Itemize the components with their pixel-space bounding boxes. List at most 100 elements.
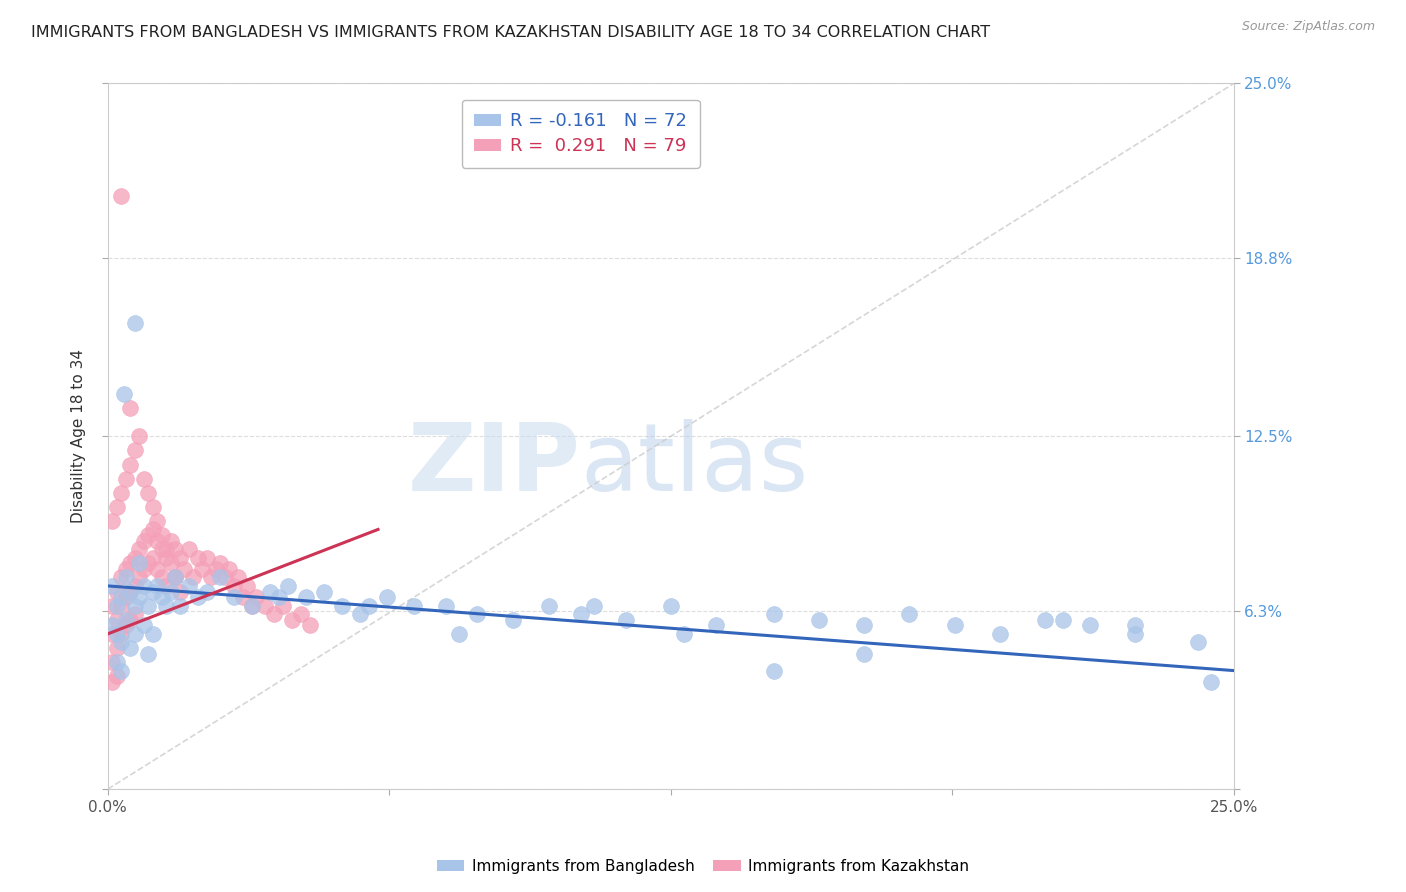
Point — [120, 401, 142, 415]
Point — [165, 542, 187, 557]
Point — [312, 584, 335, 599]
Point — [120, 458, 142, 472]
Point — [277, 579, 299, 593]
Point — [124, 599, 146, 613]
Point — [142, 627, 165, 641]
Point — [1199, 674, 1222, 689]
Point — [101, 674, 124, 689]
Point — [177, 579, 200, 593]
Point — [1033, 613, 1056, 627]
Point — [205, 562, 228, 576]
Point — [169, 599, 191, 613]
Point — [146, 562, 169, 576]
Point — [245, 590, 267, 604]
Point — [583, 599, 606, 613]
Point — [165, 570, 187, 584]
Point — [538, 599, 561, 613]
Point — [236, 579, 259, 593]
Point — [124, 443, 146, 458]
Point — [195, 550, 218, 565]
Point — [110, 485, 132, 500]
Point — [110, 189, 132, 203]
Point — [943, 618, 966, 632]
Point — [105, 599, 128, 613]
Point — [165, 570, 187, 584]
Point — [209, 570, 232, 584]
Point — [150, 590, 173, 604]
Point — [898, 607, 921, 621]
Point — [124, 579, 146, 593]
Point — [105, 584, 128, 599]
Point — [614, 613, 637, 627]
Point — [105, 669, 128, 683]
Point — [281, 613, 304, 627]
Point — [183, 570, 205, 584]
Point — [1123, 618, 1146, 632]
Point — [124, 317, 146, 331]
Point — [402, 599, 425, 613]
Point — [110, 590, 132, 604]
Text: atlas: atlas — [581, 418, 808, 510]
Point — [114, 562, 136, 576]
Point — [155, 579, 177, 593]
Point — [124, 627, 146, 641]
Point — [114, 472, 136, 486]
Point — [101, 655, 124, 669]
Point — [177, 542, 200, 557]
Point — [159, 557, 181, 571]
Point — [120, 584, 142, 599]
Point — [132, 562, 155, 576]
Legend: Immigrants from Bangladesh, Immigrants from Kazakhstan: Immigrants from Bangladesh, Immigrants f… — [430, 853, 976, 880]
Point — [357, 599, 380, 613]
Point — [132, 472, 155, 486]
Point — [155, 599, 177, 613]
Point — [299, 618, 322, 632]
Legend: R = -0.161   N = 72, R =  0.291   N = 79: R = -0.161 N = 72, R = 0.291 N = 79 — [461, 100, 700, 168]
Point — [259, 584, 281, 599]
Point — [375, 590, 398, 604]
Point — [136, 557, 159, 571]
Point — [142, 500, 165, 514]
Point — [169, 550, 191, 565]
Text: IMMIGRANTS FROM BANGLADESH VS IMMIGRANTS FROM KAZAKHSTAN DISABILITY AGE 18 TO 34: IMMIGRANTS FROM BANGLADESH VS IMMIGRANTS… — [31, 25, 990, 40]
Point — [191, 562, 214, 576]
Point — [110, 635, 132, 649]
Point — [200, 570, 222, 584]
Point — [187, 590, 209, 604]
Point — [853, 647, 876, 661]
Point — [502, 613, 524, 627]
Point — [110, 570, 132, 584]
Point — [267, 590, 290, 604]
Point — [105, 627, 128, 641]
Point — [136, 528, 159, 542]
Point — [101, 599, 124, 613]
Point — [146, 579, 169, 593]
Point — [110, 599, 132, 613]
Point — [853, 618, 876, 632]
Point — [136, 485, 159, 500]
Point — [1187, 635, 1209, 649]
Point — [128, 557, 150, 571]
Point — [132, 579, 155, 593]
Point — [114, 618, 136, 632]
Point — [218, 562, 240, 576]
Point — [101, 579, 124, 593]
Point — [988, 627, 1011, 641]
Point — [222, 579, 245, 593]
Point — [150, 528, 173, 542]
Point — [146, 514, 169, 528]
Point — [120, 640, 142, 655]
Point — [195, 584, 218, 599]
Point — [146, 533, 169, 548]
Point — [110, 664, 132, 678]
Point — [165, 570, 187, 584]
Point — [142, 550, 165, 565]
Point — [295, 590, 318, 604]
Point — [128, 542, 150, 557]
Point — [349, 607, 371, 621]
Point — [187, 550, 209, 565]
Point — [101, 618, 124, 632]
Point — [120, 584, 142, 599]
Point — [704, 618, 727, 632]
Point — [136, 599, 159, 613]
